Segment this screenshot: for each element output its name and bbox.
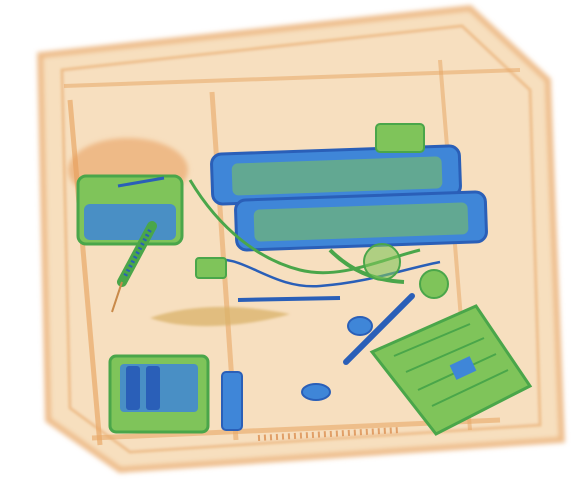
small-bar-item bbox=[221, 371, 243, 431]
battery-pack bbox=[76, 174, 184, 246]
circuit-board-body bbox=[369, 304, 533, 436]
stick-long bbox=[111, 281, 123, 313]
laptop-bar-top-inner bbox=[231, 156, 443, 196]
scissors bbox=[343, 293, 415, 365]
scissors-handle bbox=[347, 316, 373, 336]
power-bank-cell-2 bbox=[146, 366, 160, 410]
metal-rod bbox=[237, 296, 341, 302]
cable-3 bbox=[328, 248, 405, 284]
organic-elongated-item bbox=[150, 306, 290, 327]
stick-bundle-stripes bbox=[122, 229, 152, 279]
battery-pack-wire bbox=[117, 176, 165, 188]
coin-item bbox=[301, 383, 331, 401]
laptop-bars bbox=[210, 123, 488, 252]
circuit-board bbox=[369, 304, 533, 436]
wooden-stick bbox=[111, 221, 157, 313]
laptop-bar-bottom-inner bbox=[253, 202, 469, 242]
cable-coil bbox=[363, 243, 401, 281]
cable-bundle bbox=[188, 179, 449, 302]
power-bank bbox=[108, 354, 210, 434]
circuit-board-traces bbox=[393, 323, 509, 407]
laptop-connector bbox=[375, 123, 425, 153]
small-module bbox=[195, 257, 227, 279]
frame-rail-top bbox=[63, 68, 521, 88]
round-component bbox=[419, 269, 449, 299]
power-bank-cell-1 bbox=[126, 366, 140, 410]
cable-2 bbox=[209, 258, 441, 288]
battery-pack-core bbox=[84, 204, 176, 240]
circuit-chip bbox=[449, 356, 477, 380]
scissors-blade bbox=[343, 293, 415, 365]
